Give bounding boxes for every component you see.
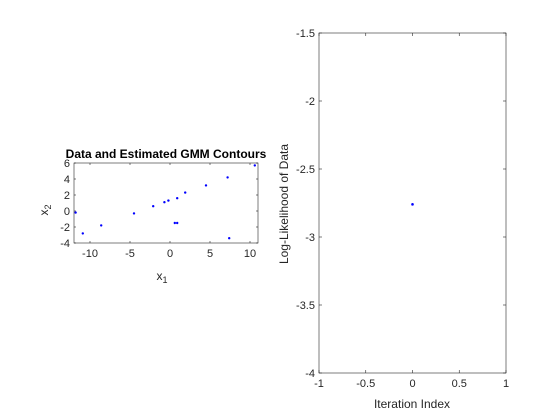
scatter-x-tick-label: 10 [244,248,256,260]
scatter-x-label-main: x [156,269,162,283]
scatter-chart: Data and Estimated GMM Contours -4 -2 0 2 4 6… [37,147,267,285]
scatter-y-tick-label: -4 [60,238,70,250]
loglik-x-axis-label: Iteration Index [374,397,450,411]
scatter-x-tick-label: 0 [167,248,173,260]
scatter-data-point [173,221,176,225]
scatter-x-axis-label: x1 [156,269,167,285]
scatter-y-axis-label: x2 [37,204,53,215]
scatter-y-label-sub: 2 [43,204,53,209]
loglik-points [411,203,414,206]
loglik-x-ticks: -1 -0.5 0 0.5 1 [314,33,509,390]
loglik-x-tick-label: 0.5 [452,378,467,390]
scatter-y-tick-label: 6 [64,158,70,170]
scatter-plot-area [73,162,259,244]
scatter-x-tick-label: -5 [125,248,135,260]
scatter-data-point [228,237,231,240]
scatter-data-point [132,212,136,215]
scatter-x-ticks: -10 -5 0 5 10 [82,163,256,260]
loglik-data-point [411,203,414,206]
loglik-y-tick-label: -3 [305,232,315,244]
scatter-data-point [152,205,155,208]
scatter-x-label-sub: 1 [162,275,167,285]
loglik-y-tick-label: -4 [305,368,315,380]
scatter-x-tick-label: 5 [207,248,213,260]
scatter-data-point [204,184,208,187]
scatter-y-label-main: x [37,210,51,216]
scatter-y-tick-label: 2 [64,190,70,202]
scatter-data-point [81,232,85,235]
scatter-title: Data and Estimated GMM Contours [66,147,267,161]
scatter-points [74,164,256,240]
scatter-data-point [226,176,229,179]
loglik-x-tick-label: -1 [314,378,324,390]
scatter-data-point [163,201,166,204]
scatter-data-point [176,197,179,200]
scatter-x-tick-label: -10 [82,248,98,260]
loglik-y-axis-label: Log-Likelihood of Data [277,144,291,264]
scatter-y-tick-label: 4 [64,174,70,186]
scatter-y-tick-label: -2 [60,222,70,234]
scatter-y-tick-label: 0 [64,206,70,218]
scatter-data-point [253,164,256,167]
loglik-y-tick-label: -2.5 [296,164,315,176]
loglik-x-tick-label: 0 [409,378,415,390]
scatter-data-point [176,221,179,225]
loglik-x-tick-label: -0.5 [356,378,375,390]
log-likelihood-chart: -4 -3.5 -3 -2.5 -2 -1.5 -1 -0.5 0 0.5 1 Iteration… [277,28,509,411]
scatter-data-point [100,224,103,227]
loglik-y-ticks: -4 -3.5 -3 -2.5 -2 -1.5 [296,28,506,380]
loglik-y-tick-label: -1.5 [296,28,315,40]
loglik-x-tick-label: 1 [503,378,509,390]
scatter-data-point [74,211,77,214]
scatter-data-point [167,199,170,202]
loglik-y-tick-label: -3.5 [296,300,315,312]
scatter-data-point [184,191,187,194]
loglik-y-tick-label: -2 [305,96,315,108]
loglik-plot-area [318,32,507,374]
